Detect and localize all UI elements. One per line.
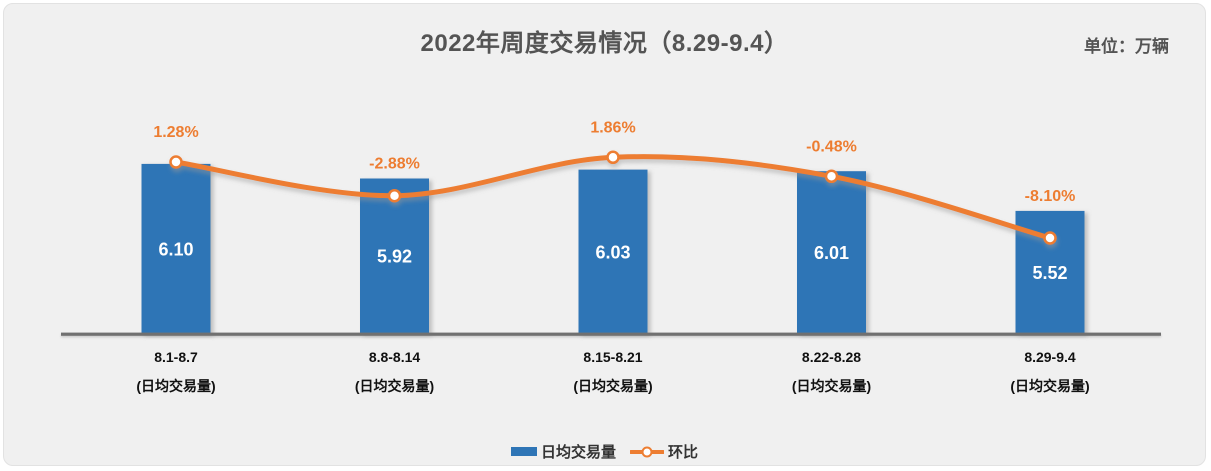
pct-change-label: 1.86% bbox=[590, 119, 635, 136]
x-axis-label: 8.8-8.14 bbox=[369, 349, 421, 365]
bar-value-label: 6.01 bbox=[814, 243, 849, 263]
bar-value-label: 6.10 bbox=[158, 240, 193, 260]
line-series-legend-label: 环比 bbox=[668, 444, 699, 461]
x-axis-label: 8.1-8.7 bbox=[154, 349, 198, 365]
bar-value-label: 5.92 bbox=[377, 247, 412, 267]
chart-title: 2022年周度交易情况（8.29-9.4） bbox=[420, 30, 789, 57]
x-axis-line bbox=[61, 332, 1161, 336]
chart-legend: 日均交易量 环比 bbox=[4, 441, 1205, 462]
combo-chart: 1.28% -2.88% 1.86% -0.48% -8.10% 6.10 5.92 6.03… bbox=[61, 119, 1161, 394]
legend-item-line: 环比 bbox=[630, 441, 698, 462]
bar bbox=[360, 178, 429, 334]
line-point-marker bbox=[606, 150, 620, 165]
bar bbox=[578, 169, 648, 334]
x-axis-sublabel: (日均交易量) bbox=[136, 378, 215, 394]
x-axis-label: 8.15-8.21 bbox=[583, 349, 642, 365]
x-axis-sublabel: (日均交易量) bbox=[1010, 378, 1089, 394]
unit-label: 单位：万辆 bbox=[1084, 37, 1169, 56]
x-axis-label: 8.29-9.4 bbox=[1024, 349, 1076, 365]
line-series-marker-icon bbox=[630, 446, 664, 457]
x-axis-sublabel: (日均交易量) bbox=[355, 378, 434, 394]
x-axis-sublabel: (日均交易量) bbox=[573, 378, 652, 394]
x-axis-label: 8.22-8.28 bbox=[802, 349, 861, 365]
pct-change-label: 1.28% bbox=[153, 124, 198, 141]
line-point-marker bbox=[169, 155, 183, 169]
bar-series-swatch bbox=[510, 447, 537, 456]
x-axis-sublabel: (日均交易量) bbox=[792, 378, 871, 394]
pct-change-label: -8.10% bbox=[1025, 188, 1076, 205]
bar-value-label: 6.03 bbox=[595, 242, 630, 262]
bar-value-label: 5.52 bbox=[1032, 263, 1067, 283]
legend-item-bar: 日均交易量 bbox=[510, 441, 616, 462]
bar bbox=[797, 171, 866, 334]
pct-change-label: -2.88% bbox=[369, 156, 420, 173]
bar-series-legend-label: 日均交易量 bbox=[540, 444, 616, 461]
line-point-marker bbox=[1043, 231, 1057, 245]
bar bbox=[141, 163, 211, 334]
line-point-marker bbox=[387, 188, 402, 203]
trend-line-group bbox=[169, 150, 1057, 245]
line-point-marker bbox=[824, 169, 839, 184]
chart-card: 2022年周度交易情况（8.29-9.4） 单位：万辆 1.28% -2.88% 1… bbox=[3, 3, 1206, 466]
pct-change-label: -0.48% bbox=[806, 138, 857, 155]
